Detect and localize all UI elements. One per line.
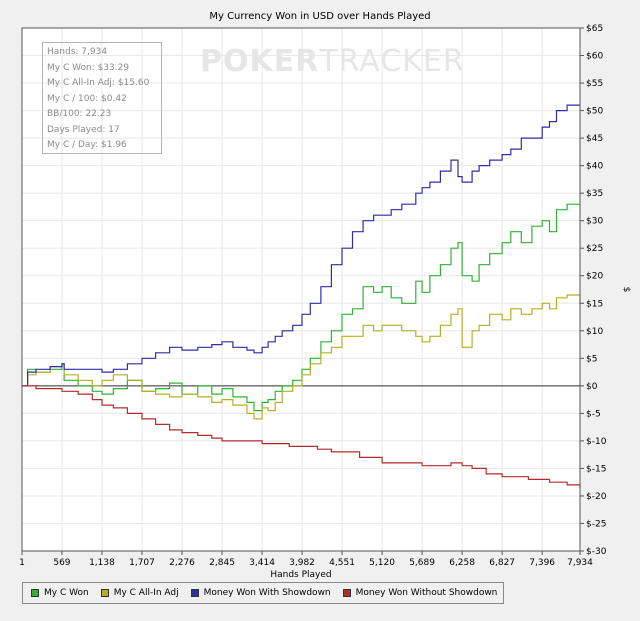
legend-item-all-in-adj[interactable]: My C All-In Adj <box>100 588 179 598</box>
legend-label: Money Won With Showdown <box>203 588 331 598</box>
legend-item-my-c-won[interactable]: My C Won <box>31 588 89 598</box>
legend-item-without-showdown[interactable]: Money Won Without Showdown <box>342 588 498 598</box>
watermark-tracker: TRACKER <box>319 44 465 79</box>
y-tick-label: $20 <box>586 272 603 282</box>
x-tick-label: 569 <box>53 558 70 568</box>
y-tick-label: $-25 <box>586 519 606 529</box>
y-tick-label: $45 <box>586 134 603 144</box>
y-tick-label: $35 <box>586 189 603 199</box>
y-tick-label: $40 <box>586 162 603 172</box>
x-tick-label: 7,396 <box>529 558 555 568</box>
y-tick-label: $-10 <box>586 437 607 447</box>
series-line-3 <box>22 385 581 488</box>
watermark-poker: POKER <box>200 44 320 79</box>
y-tick-label: $30 <box>586 217 603 227</box>
stat-hands: Hands: 7,934 <box>47 47 108 57</box>
x-tick-label: 6,827 <box>489 558 515 568</box>
stat-won: My C Won: $33.29 <box>47 62 130 73</box>
series-line-0 <box>22 203 580 412</box>
legend-label: My C Won <box>44 588 89 598</box>
y-tick-label: $5 <box>586 354 597 364</box>
y-tick-label: $65 <box>586 24 603 34</box>
x-tick-label: 2,845 <box>209 558 235 568</box>
x-tick-label: 3,982 <box>289 558 315 568</box>
y-axis-label: $ <box>621 287 631 293</box>
legend-swatch <box>342 589 351 597</box>
y-tick-label: $15 <box>586 299 603 309</box>
legend-swatch <box>190 589 199 597</box>
chart-title: My Currency Won in USD over Hands Played <box>209 11 430 22</box>
stat-per-100: My C / 100: $0.42 <box>47 93 127 104</box>
y-tick-label: $-20 <box>586 492 607 502</box>
plot-frame <box>21 27 581 552</box>
legend-label: Money Won Without Showdown <box>355 588 498 598</box>
stat-allin-adj: My C All-In Adj: $15.60 <box>47 78 150 88</box>
x-tick-label: 1 <box>19 558 25 568</box>
series-line-2 <box>22 104 580 387</box>
stat-bb-per-100: BB/100: 22.23 <box>47 109 112 119</box>
y-tick-label: $-15 <box>586 464 606 474</box>
legend: My C Won My C All-In Adj Money Won With … <box>22 582 505 604</box>
legend-label: My C All-In Adj <box>113 588 179 598</box>
plot-area <box>22 28 580 551</box>
legend-swatch <box>100 589 109 597</box>
x-tick-label: 2,276 <box>169 558 195 568</box>
stats-box: Hands: 7,934 My C Won: $33.29 My C All-I… <box>42 42 162 154</box>
legend-item-with-showdown[interactable]: Money Won With Showdown <box>190 588 331 598</box>
x-tick-label: 7,934 <box>567 558 593 568</box>
y-tick-label: $50 <box>586 107 603 117</box>
y-tick-label: $10 <box>586 327 603 337</box>
x-tick-label: 3,414 <box>249 558 275 568</box>
y-tick-label: $0 <box>586 382 598 392</box>
stat-per-day: My C / Day: $1.96 <box>47 140 127 150</box>
series-line-1 <box>22 294 581 420</box>
y-tick-label: $60 <box>586 52 603 62</box>
x-tick-label: 4,551 <box>329 558 355 568</box>
stat-days-played: Days Played: 17 <box>47 124 120 135</box>
x-tick-label: 5,120 <box>369 558 395 568</box>
pokertracker-watermark: POKERTRACKER <box>200 44 465 79</box>
x-tick-label: 5,689 <box>409 558 435 568</box>
y-tick-label: $55 <box>586 79 603 89</box>
y-tick-label: $25 <box>586 244 603 254</box>
y-tick-label: $-5 <box>586 409 601 419</box>
x-tick-label: 1,138 <box>89 558 115 568</box>
x-tick-label: 6,258 <box>449 558 475 568</box>
x-axis-label: Hands Played <box>270 570 331 580</box>
y-tick-label: $-30 <box>586 547 607 557</box>
x-tick-label: 1,707 <box>129 558 155 568</box>
legend-swatch <box>31 589 39 597</box>
